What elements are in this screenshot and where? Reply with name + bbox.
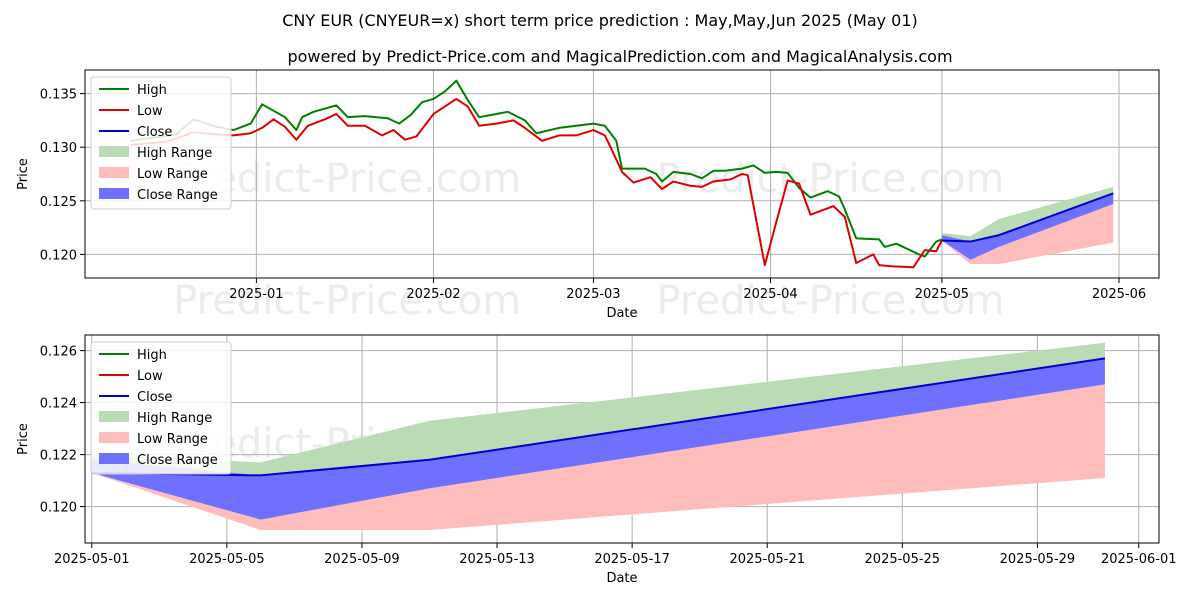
y-axis-label: Price bbox=[16, 423, 31, 455]
x-tick-label: 2025-05-25 bbox=[865, 552, 941, 567]
legend-label-close-range: Close Range bbox=[137, 453, 218, 468]
x-tick-label: 2025-04 bbox=[743, 287, 797, 302]
y-tick-label: 0.122 bbox=[40, 449, 77, 464]
y-tick-label: 0.120 bbox=[40, 248, 77, 263]
legend-label-close-range: Close Range bbox=[137, 188, 218, 203]
x-tick-label: 2025-05 bbox=[915, 287, 969, 302]
y-tick-label: 0.135 bbox=[40, 88, 77, 103]
legend-swatch-close-range bbox=[99, 453, 129, 464]
high-range-band bbox=[941, 186, 1114, 242]
y-tick-label: 0.124 bbox=[40, 397, 77, 412]
legend-label-close: Close bbox=[137, 125, 172, 140]
x-tick-label: 2025-05-17 bbox=[594, 552, 670, 567]
y-tick-label: 0.120 bbox=[40, 501, 77, 516]
legend-swatch-low-range bbox=[99, 432, 129, 443]
legend-label-high: High bbox=[137, 83, 167, 98]
legend-label-low-range: Low Range bbox=[137, 167, 208, 182]
x-tick-label: 2025-05-21 bbox=[729, 552, 805, 567]
close-range-band bbox=[91, 358, 1105, 520]
legend-label-low: Low bbox=[137, 369, 163, 384]
legend-label-high: High bbox=[137, 348, 167, 363]
y-tick-label: 0.130 bbox=[40, 141, 77, 156]
x-tick-label: 2025-05-13 bbox=[459, 552, 535, 567]
y-tick-label: 0.125 bbox=[40, 195, 77, 210]
x-tick-label: 2025-06 bbox=[1092, 287, 1146, 302]
low-series-line bbox=[130, 97, 943, 269]
low-range-band bbox=[91, 384, 1105, 530]
x-tick-label: 2025-05-29 bbox=[1000, 552, 1076, 567]
x-tick-label: 2025-05-05 bbox=[189, 552, 265, 567]
x-axis-label: Date bbox=[606, 571, 637, 586]
legend-swatch-low-range bbox=[99, 167, 129, 178]
legend-label-low: Low bbox=[137, 104, 163, 119]
legend-label-high-range: High Range bbox=[137, 411, 212, 426]
chart-title: CNY EUR (CNYEUR=x) short term price pred… bbox=[282, 11, 918, 30]
low-range-band bbox=[941, 204, 1114, 265]
legend-swatch-close-range bbox=[99, 188, 129, 199]
x-tick-label: 2025-01 bbox=[229, 287, 283, 302]
watermark-text: Predict-Price.com bbox=[173, 278, 521, 324]
y-axis-label: Price bbox=[16, 158, 31, 190]
legend-swatch-high-range bbox=[99, 411, 129, 422]
watermark-text: Predict-Price.com bbox=[657, 156, 1005, 202]
x-tick-label: 2025-06-01 bbox=[1101, 552, 1177, 567]
legend-label-close: Close bbox=[137, 390, 172, 405]
plot-area bbox=[130, 79, 1114, 269]
legend-label-low-range: Low Range bbox=[137, 432, 208, 447]
x-axis-label: Date bbox=[606, 306, 637, 321]
legend-label-high-range: High Range bbox=[137, 146, 212, 161]
legend-swatch-high-range bbox=[99, 146, 129, 157]
overview-panel: Predict-Price.com Predict-Price.com Predic… bbox=[16, 69, 1160, 324]
plot-frame bbox=[84, 69, 1160, 279]
x-tick-label: 2025-05-01 bbox=[54, 552, 130, 567]
plot-frame bbox=[84, 334, 1160, 544]
high-series-line bbox=[130, 79, 943, 258]
x-tick-label: 2025-03 bbox=[566, 287, 620, 302]
forecast-panel: Predict-Price.comPredict-Price.com2025-0… bbox=[16, 334, 1177, 586]
close-series-line bbox=[941, 192, 1114, 243]
high-range-band bbox=[91, 342, 1105, 476]
x-tick-label: 2025-02 bbox=[406, 287, 460, 302]
y-tick-label: 0.126 bbox=[40, 345, 77, 360]
watermark-text: Predict-Price.com bbox=[657, 278, 1005, 324]
chart-subtitle: powered by Predict-Price.com and Magical… bbox=[287, 47, 952, 66]
x-tick-label: 2025-05-09 bbox=[324, 552, 400, 567]
